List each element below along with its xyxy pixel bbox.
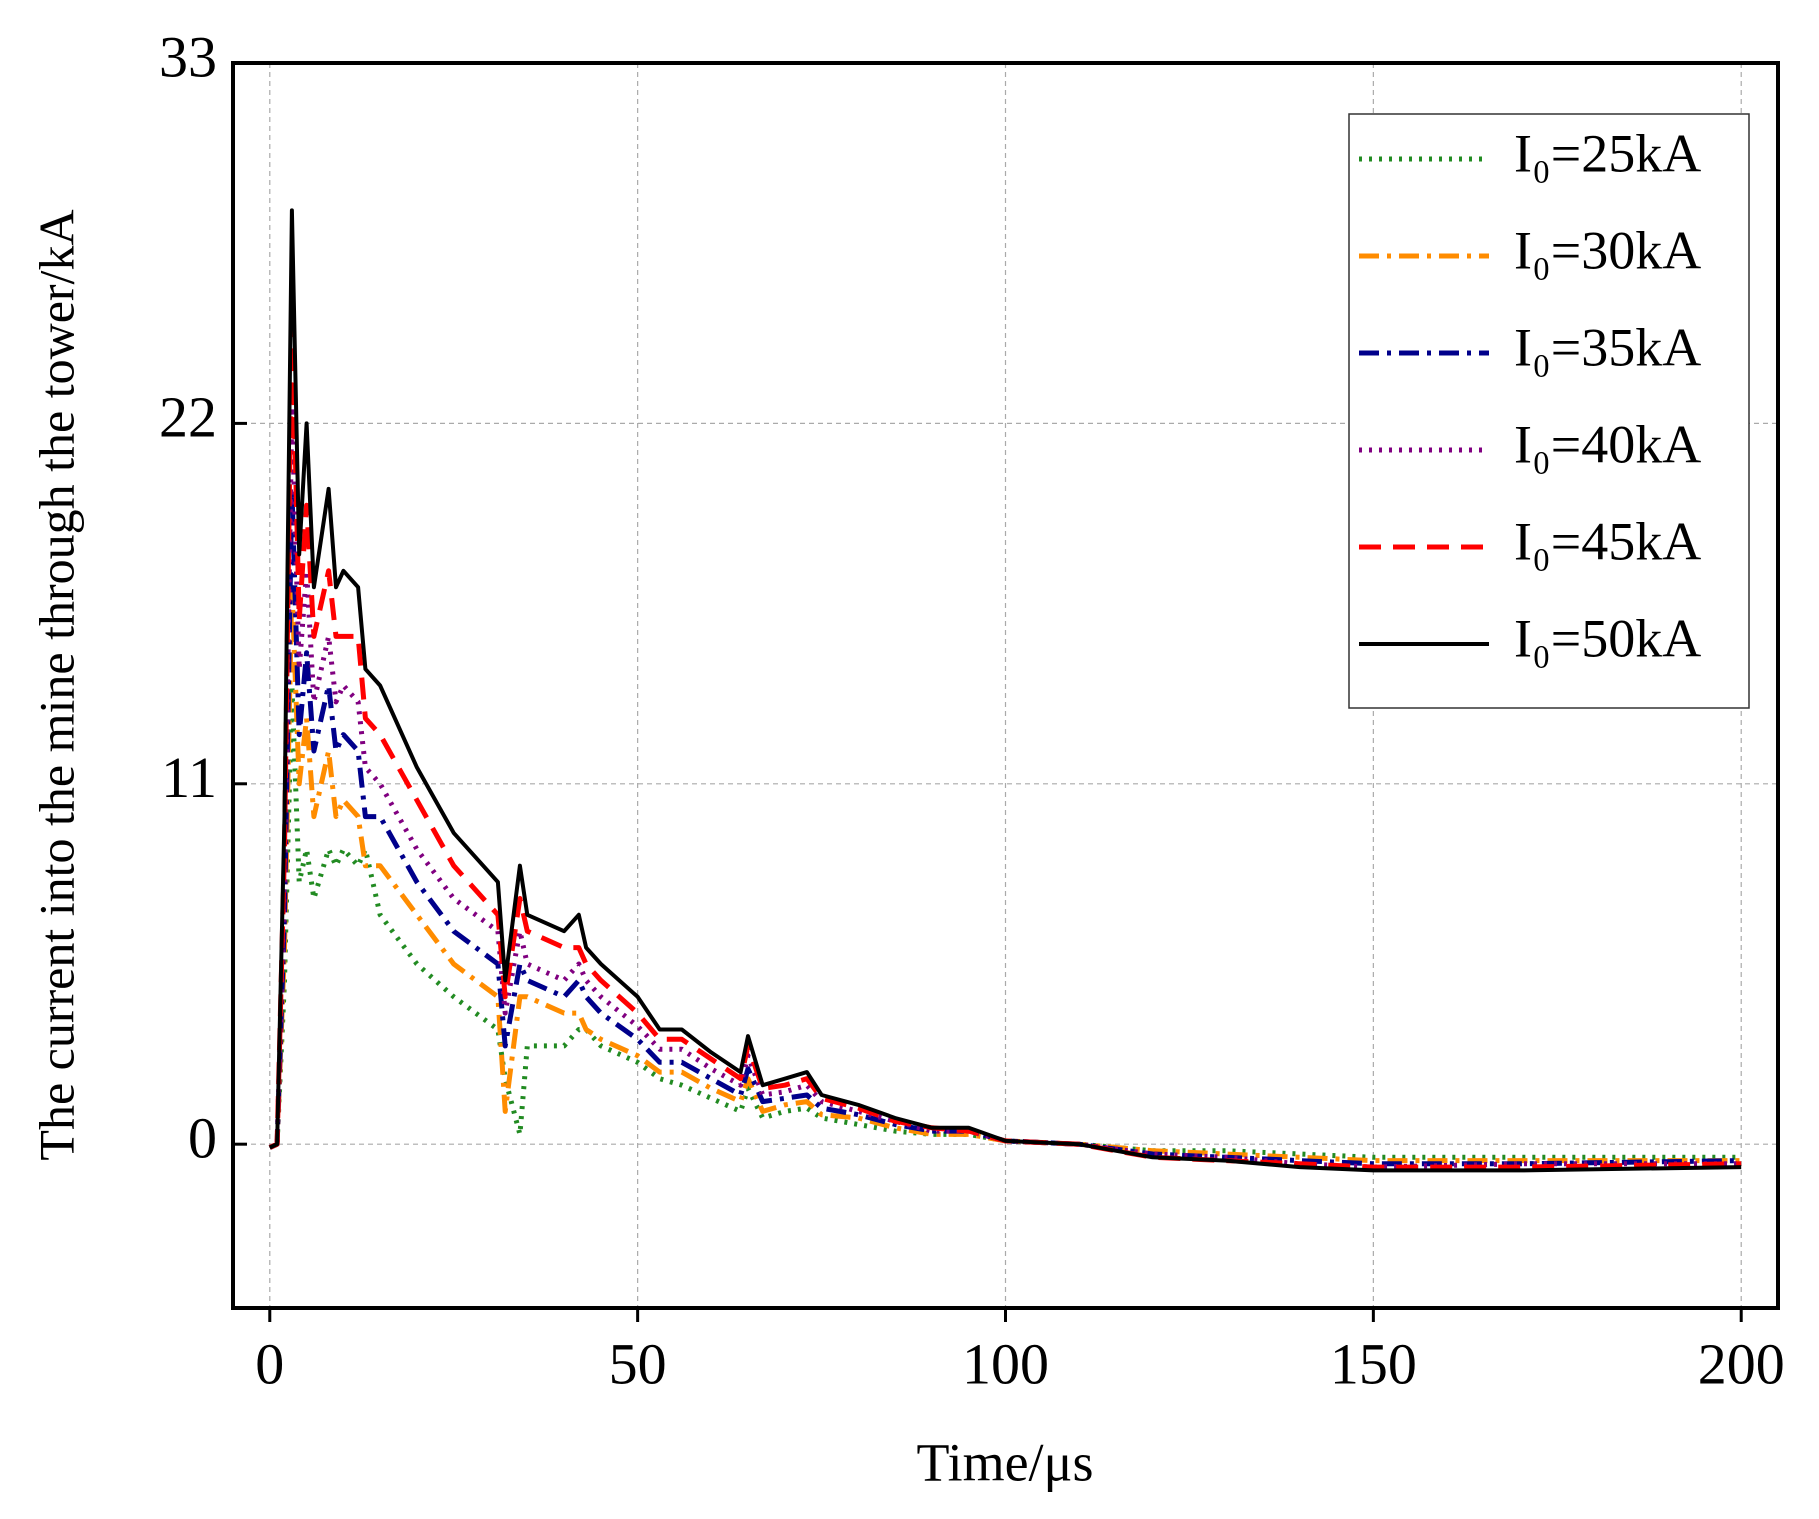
legend-label: I₀=45kA: [1514, 511, 1701, 571]
x-axis-label: Time/μs: [916, 1432, 1093, 1492]
legend-box: [1348, 113, 1750, 709]
legend-label: I₀=50kA: [1514, 608, 1701, 668]
x-tick-label: 200: [1698, 1331, 1785, 1396]
y-axis-label: The current into the mine through the to…: [28, 209, 84, 1160]
x-tick-label: 100: [962, 1331, 1049, 1396]
x-tick-label: 50: [609, 1331, 667, 1396]
legend-label: I₀=40kA: [1514, 414, 1701, 474]
y-tick-label: 33: [159, 24, 217, 89]
plot-frame: [231, 61, 1780, 1310]
y-tick-label: 22: [159, 385, 217, 450]
x-tick-label: 0: [255, 1331, 284, 1396]
series-line: [268, 208, 1742, 1173]
legend-label: I₀=25kA: [1514, 123, 1701, 183]
legend-label: I₀=30kA: [1514, 220, 1701, 280]
x-tick-label: 150: [1330, 1331, 1417, 1396]
series-line: [268, 404, 1742, 1170]
y-tick-label: 11: [161, 745, 217, 810]
y-tick-label: 0: [188, 1105, 217, 1170]
legend-label: I₀=35kA: [1514, 317, 1701, 377]
